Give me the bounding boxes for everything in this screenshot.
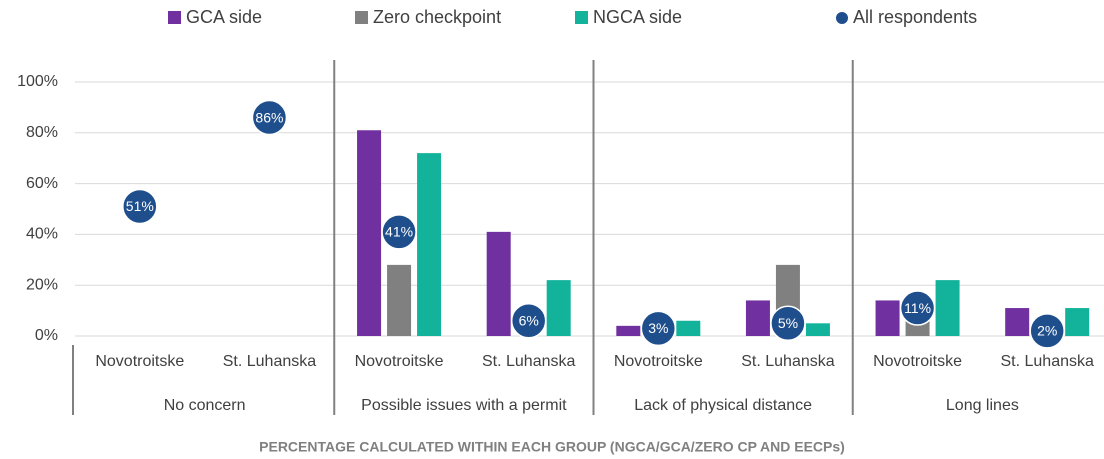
legend-swatch bbox=[836, 12, 848, 24]
x-axis-title: PERCENTAGE CALCULATED WITHIN EACH GROUP … bbox=[259, 439, 845, 455]
bar bbox=[387, 264, 412, 336]
y-tick-label: 80% bbox=[26, 124, 58, 141]
dot bbox=[510, 303, 547, 339]
x-tick-label: St. Luhanska bbox=[1000, 353, 1094, 370]
dot bbox=[640, 310, 677, 347]
x-tick-label: St. Luhanska bbox=[741, 353, 835, 370]
bar bbox=[546, 280, 571, 336]
y-tick-label: 20% bbox=[26, 276, 58, 293]
bar bbox=[935, 280, 960, 336]
bar bbox=[875, 300, 900, 336]
data-label: 41% bbox=[385, 224, 413, 240]
bar bbox=[486, 231, 511, 336]
legend-label: All respondents bbox=[853, 7, 977, 27]
data-label: 11% bbox=[904, 300, 931, 316]
dot bbox=[899, 290, 936, 326]
data-label: 3% bbox=[648, 320, 668, 336]
bar bbox=[616, 325, 641, 336]
dot bbox=[770, 305, 806, 342]
dot bbox=[251, 99, 288, 136]
legend-label: Zero checkpoint bbox=[373, 7, 501, 27]
group-label: Possible issues with a permit bbox=[361, 397, 567, 414]
y-tick-label: 100% bbox=[17, 73, 58, 90]
x-tick-label: Novotroitske bbox=[355, 353, 444, 370]
bar bbox=[1065, 308, 1090, 336]
x-tick-label: Novotroitske bbox=[614, 353, 703, 370]
bar bbox=[417, 153, 442, 336]
data-label: 6% bbox=[519, 312, 539, 328]
bar bbox=[676, 320, 701, 336]
data-label: 2% bbox=[1037, 323, 1057, 339]
group-label: Long lines bbox=[946, 397, 1019, 414]
legend-swatch bbox=[355, 11, 368, 24]
bar bbox=[805, 323, 830, 336]
dot bbox=[122, 188, 158, 225]
data-label: 51% bbox=[126, 198, 154, 214]
legend-label: NGCA side bbox=[593, 7, 682, 27]
dot bbox=[1029, 313, 1065, 349]
bar bbox=[745, 300, 770, 336]
x-tick-label: Novotroitske bbox=[95, 353, 184, 370]
y-tick-label: 60% bbox=[26, 175, 58, 192]
y-tick-label: 0% bbox=[35, 327, 58, 344]
data-label: 86% bbox=[255, 109, 283, 125]
x-tick-label: Novotroitske bbox=[873, 353, 962, 370]
x-tick-label: St. Luhanska bbox=[223, 353, 317, 370]
legend-label: GCA side bbox=[186, 7, 262, 27]
bar bbox=[1005, 308, 1030, 336]
data-label: 5% bbox=[778, 315, 798, 331]
group-label: Lack of physical distance bbox=[634, 397, 812, 414]
legend-swatch bbox=[575, 11, 588, 24]
y-tick-label: 40% bbox=[26, 226, 58, 243]
dot bbox=[381, 214, 417, 250]
x-tick-label: St. Luhanska bbox=[482, 353, 576, 370]
group-label: No concern bbox=[164, 397, 246, 414]
legend-swatch bbox=[168, 11, 181, 24]
bar bbox=[357, 130, 382, 336]
